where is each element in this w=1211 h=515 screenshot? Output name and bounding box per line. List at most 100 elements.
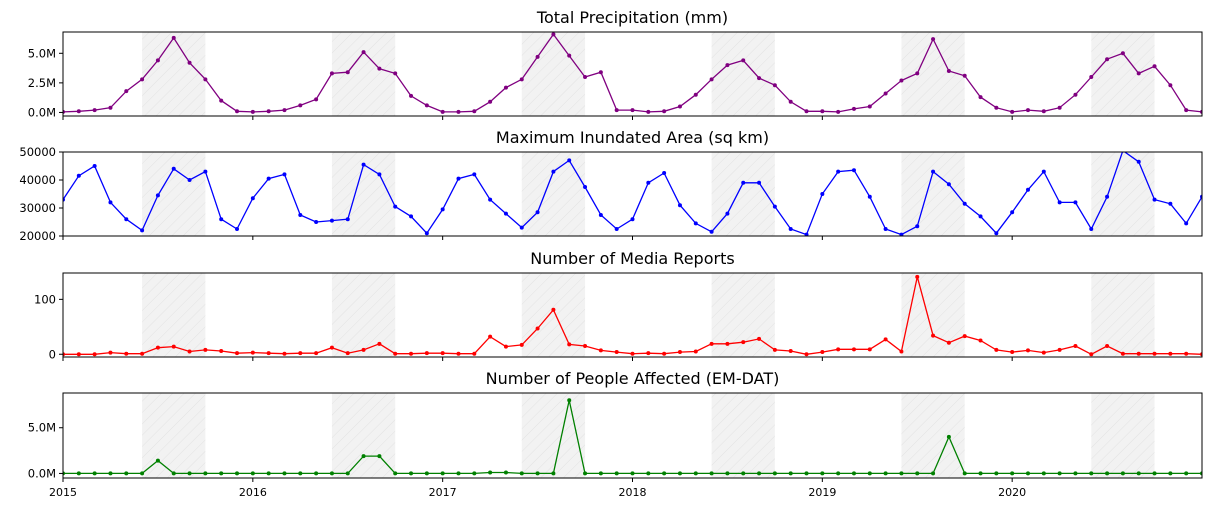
data-point	[171, 471, 176, 476]
plot-frame	[62, 272, 1203, 358]
data-point	[662, 109, 667, 114]
data-point	[757, 471, 762, 476]
data-point	[488, 99, 493, 104]
data-point	[76, 173, 81, 178]
data-point	[266, 176, 271, 181]
data-point	[836, 471, 841, 476]
series	[63, 32, 1202, 114]
data-point	[646, 109, 651, 114]
data-point	[393, 204, 398, 209]
data-point	[851, 471, 856, 476]
data-point	[329, 71, 334, 76]
data-point	[741, 180, 746, 185]
data-point	[772, 471, 777, 476]
data-point	[409, 214, 414, 219]
data-point	[820, 471, 825, 476]
series-line	[63, 152, 1202, 236]
data-point	[171, 344, 176, 349]
data-point	[329, 218, 334, 223]
data-point	[171, 166, 176, 171]
data-point	[867, 347, 872, 352]
shaded-period-3	[521, 273, 586, 357]
panel-title: Number of Media Reports	[530, 249, 734, 268]
data-point	[962, 201, 967, 206]
data-point	[108, 350, 113, 355]
data-point	[978, 214, 983, 219]
data-point	[1152, 351, 1157, 356]
data-point	[456, 351, 461, 356]
data-point	[314, 471, 319, 476]
data-point	[1120, 51, 1125, 56]
shaded-period-1	[142, 152, 206, 236]
data-point	[946, 182, 951, 187]
data-point	[456, 471, 461, 476]
plot-frame	[62, 151, 1203, 237]
data-point	[646, 471, 651, 476]
data-point	[772, 83, 777, 88]
data-point	[1168, 471, 1173, 476]
data-point	[1152, 64, 1157, 69]
data-point	[298, 213, 303, 217]
data-point	[662, 351, 667, 356]
data-point	[314, 351, 319, 356]
data-point	[598, 70, 603, 75]
shaded-period-2	[331, 393, 396, 478]
data-point	[345, 471, 350, 476]
data-point	[298, 103, 303, 108]
data-point	[535, 471, 540, 476]
data-point	[377, 341, 382, 346]
x-tick-label: 2019	[808, 486, 836, 499]
panel-title: Maximum Inundated Area (sq km)	[496, 128, 769, 147]
data-point	[92, 352, 97, 357]
data-point	[393, 351, 398, 356]
data-point	[519, 342, 524, 347]
data-point	[820, 350, 825, 355]
data-point	[1057, 105, 1062, 110]
data-point	[677, 471, 682, 476]
data-point	[630, 108, 635, 113]
data-point	[282, 471, 287, 476]
x-tick-label: 2017	[429, 486, 457, 499]
y-tick-label: 0.0M	[28, 466, 56, 480]
data-point	[155, 458, 160, 463]
data-point	[788, 227, 793, 231]
data-point	[503, 470, 508, 475]
data-point	[1184, 471, 1189, 476]
data-point	[440, 109, 445, 114]
data-point	[345, 351, 350, 356]
shaded-period-4	[711, 32, 775, 116]
data-point	[503, 344, 508, 349]
shaded-period-6	[1091, 273, 1155, 357]
data-point	[583, 471, 588, 476]
series	[63, 152, 1202, 236]
data-point	[424, 231, 429, 236]
data-point	[203, 169, 208, 174]
data-point	[314, 220, 319, 224]
data-point	[187, 60, 192, 65]
data-point	[108, 105, 113, 110]
data-point	[503, 211, 508, 216]
data-point	[535, 54, 540, 59]
data-point	[235, 471, 240, 476]
data-point	[1105, 471, 1110, 476]
panel-1: Total Precipitation (mm) 0.0M 2.5M 5.0M	[28, 8, 1203, 120]
data-point	[424, 351, 429, 356]
data-point	[915, 224, 920, 229]
data-point	[219, 471, 224, 476]
data-point	[235, 351, 240, 356]
data-point	[472, 351, 477, 356]
data-point	[1025, 108, 1030, 113]
data-point	[646, 180, 651, 185]
data-point	[741, 58, 746, 63]
data-point	[899, 78, 904, 83]
y-tick-label: 5.0M	[28, 46, 56, 60]
data-point	[741, 471, 746, 476]
data-point	[709, 341, 714, 346]
series-line	[63, 33, 1202, 113]
data-point	[583, 344, 588, 349]
data-point	[282, 351, 287, 356]
data-point	[946, 340, 951, 345]
data-point	[1010, 210, 1015, 215]
shaded-period-5	[901, 32, 965, 116]
data-point	[598, 348, 603, 353]
